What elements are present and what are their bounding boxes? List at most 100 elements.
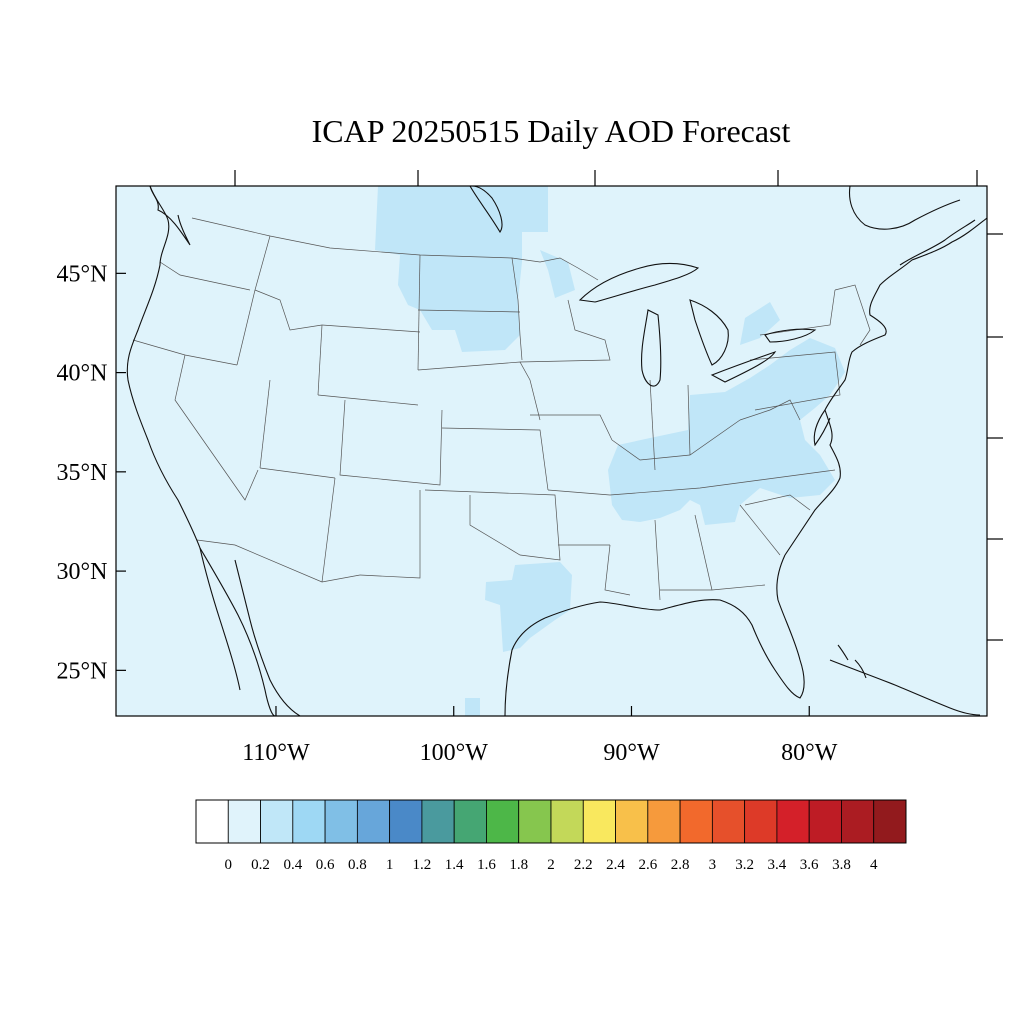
border-nc-sc (744, 494, 811, 511)
colorbar-label: 0.8 (348, 857, 367, 873)
gulf-of-california (234, 559, 301, 716)
lon-tick-label: 80°W (781, 740, 838, 766)
border-wy-west (317, 324, 323, 396)
colorbar-label: 1.2 (413, 857, 432, 873)
border-wy-south (317, 394, 419, 406)
atlantic-coast (784, 217, 987, 556)
state-borders (132, 217, 871, 601)
border-ut-east (259, 379, 271, 469)
colorbar-label: 2.2 (574, 857, 593, 873)
border-ms-al (654, 519, 661, 601)
colorbar-label: 2.8 (671, 857, 690, 873)
border-mo-ar (547, 489, 611, 496)
colorbar-label: 3.8 (832, 857, 851, 873)
lat-tick-label: 45°N (57, 261, 108, 287)
colorbar-label: 2.4 (606, 857, 625, 873)
colorbar-swatch (518, 799, 552, 844)
colorbar-label: 0.2 (251, 857, 270, 873)
lat-tick-label: 25°N (57, 658, 108, 684)
colorbar-swatch (550, 799, 584, 844)
colorbar-swatch (292, 799, 326, 844)
colorbar-label: 2 (547, 857, 555, 873)
lat-tick-label: 35°N (57, 460, 108, 486)
border-ga-sc (739, 504, 781, 556)
chesapeake-bay (813, 409, 831, 447)
border-tn-ky (609, 469, 836, 496)
aod-region-east-coast (740, 302, 780, 345)
lon-tick-label: 110°W (242, 740, 310, 766)
gulf-st-lawrence (899, 219, 976, 266)
border-ohio-river (611, 419, 741, 461)
colorbar-swatch (227, 799, 261, 844)
colorbar-frame (195, 799, 907, 844)
border-ut-az (259, 467, 336, 479)
border-az-mexico (196, 539, 361, 583)
baja-west (199, 547, 241, 691)
coastline (126, 186, 987, 716)
hudson-bay-james (848, 186, 961, 230)
map-panel (116, 186, 987, 716)
colorbar-swatch (453, 799, 487, 844)
colorbar-label: 4 (870, 857, 878, 873)
border-mt-dak (417, 254, 421, 371)
colorbar-swatch (195, 799, 229, 844)
colorbar-label: 1 (386, 857, 394, 873)
great-lakes-erie (710, 350, 777, 383)
border-nv-ut (174, 354, 259, 501)
colorbar-swatch (841, 799, 875, 844)
colorbar-swatch (647, 799, 681, 844)
colorbar-swatch (582, 799, 616, 844)
border-il-in (649, 379, 656, 471)
colorbar-swatch (260, 799, 294, 844)
great-lakes-ontario (764, 328, 817, 343)
border-tx-nm (359, 490, 421, 579)
border-ks (441, 427, 549, 491)
great-lakes-michigan (641, 309, 662, 387)
border-co (339, 399, 443, 486)
border-ny (759, 289, 836, 336)
colorbar-swatch (324, 799, 358, 844)
colorbar-swatch (776, 799, 810, 844)
colorbar-swatch (808, 799, 842, 844)
aod-region-south-texas (465, 698, 480, 716)
colorbar-swatch (421, 799, 455, 844)
colorbar-label: 1.6 (477, 857, 496, 873)
colorbar-swatch (486, 799, 520, 844)
colorbar-swatch (873, 799, 907, 844)
border-new-england (834, 284, 871, 346)
lat-tick-label: 30°N (57, 559, 108, 585)
aod-region-texas (485, 562, 572, 652)
aod-region-northern-plains (375, 186, 548, 352)
map-title: ICAP 20250515 Daily AOD Forecast (312, 113, 791, 149)
border-la-ms (604, 544, 631, 596)
colorbar-label: 3.4 (768, 857, 787, 873)
aod-colorbar: 0 0.2 0.4 0.6 0.8 1 1.2 1.4 1.6 1.8 2 2.2 2.4 2.6 2.8 3… (195, 799, 907, 873)
border-id-mt (254, 289, 323, 331)
colorbar-label: 3.2 (735, 857, 754, 873)
border-in-oh (687, 384, 691, 456)
border-ok (424, 489, 561, 561)
lake-winnipeg (469, 186, 503, 234)
pacific-coast (126, 186, 276, 716)
colorbar-label: 1.4 (445, 857, 464, 873)
border-pa (749, 351, 841, 411)
colorbar-label: 2.6 (638, 857, 657, 873)
border-dak-mn (511, 257, 523, 361)
colorbar-swatch (615, 799, 649, 844)
border-mt-wy (321, 324, 421, 333)
colorbar-label: 0.4 (283, 857, 302, 873)
border-mn-wi (519, 299, 611, 363)
border-ne (417, 361, 541, 421)
border-va-wv (739, 399, 801, 421)
colorbar-swatch (356, 799, 391, 844)
colorbar-label: 0.6 (316, 857, 335, 873)
colorbar-label: 3 (709, 857, 717, 873)
aod-region-great-lakes (540, 250, 575, 298)
map-axes: 45°N 40°N 35°N 30°N 25°N 110°W 100°W 90°W 80°W (57, 170, 1003, 766)
aod-shading-0.2-0.4 (375, 186, 845, 716)
lon-tick-label: 90°W (603, 740, 660, 766)
colorbar-swatch (744, 799, 778, 844)
cuba (829, 659, 981, 716)
border-fl-north (660, 584, 766, 591)
map-frame (115, 185, 988, 717)
